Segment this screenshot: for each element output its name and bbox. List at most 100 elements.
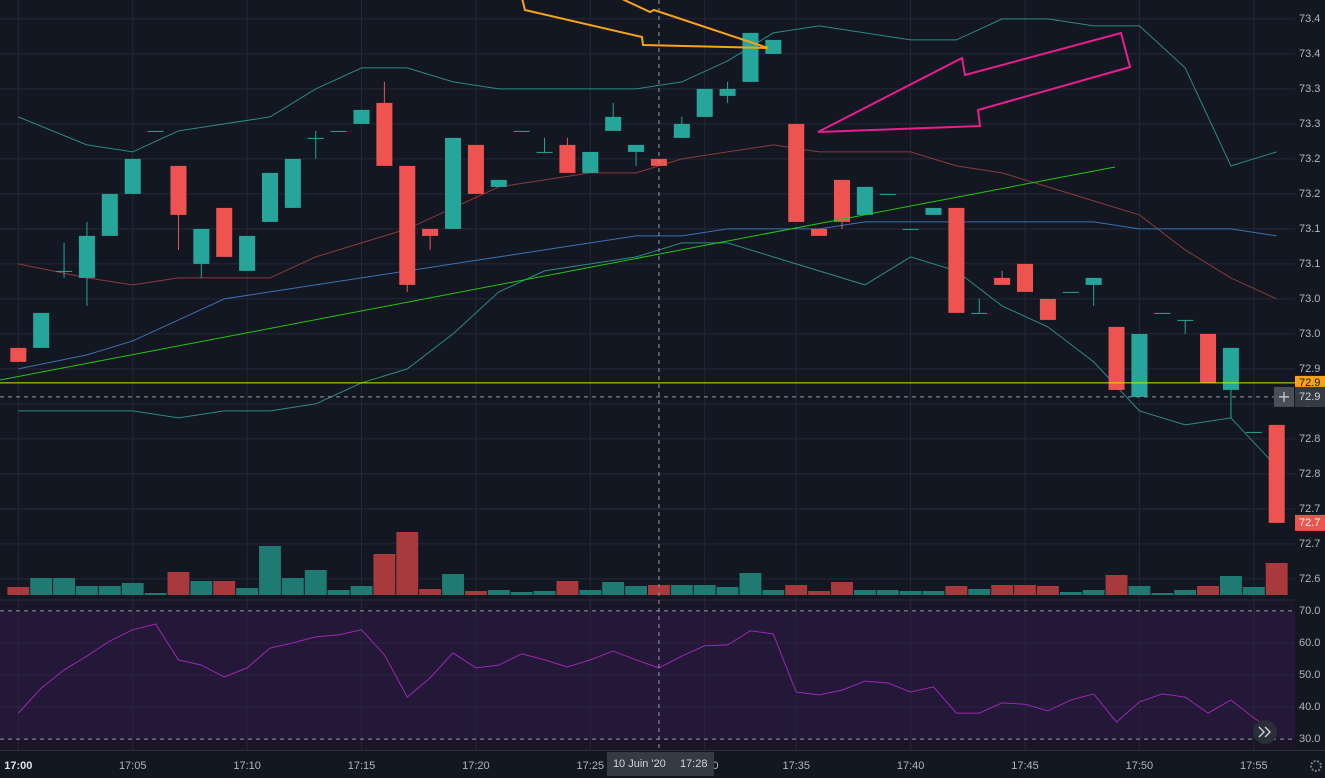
candle-body [10,347,27,362]
volume-bar [808,591,831,595]
volume-bar [30,578,53,595]
x-tick-label: 17:45 [1011,760,1039,772]
candle-body [1177,319,1194,321]
y-tick-label: 73.0 [1299,293,1320,305]
candle-body [1200,333,1217,383]
volume-bar [1242,587,1265,595]
y-tick-label: 72.6 [1299,573,1320,585]
rsi-tick-label: 50.0 [1299,669,1320,681]
candle-body [376,102,393,166]
volume-bar [144,593,167,595]
x-tick-label: 17:05 [119,760,147,772]
volume-bar [304,570,327,595]
candle-body [742,32,759,82]
volume-bar [556,581,579,595]
orange-arrow [521,0,769,49]
plot-area [7,18,1288,734]
candle-body [971,312,988,314]
volume-bar [259,546,281,595]
volume-bar [213,581,236,595]
candle-body [1039,298,1056,320]
last-price-box [1295,514,1325,531]
candle-body [719,88,736,96]
candle-body [879,193,896,195]
volume-bar [350,586,373,595]
candle-body [330,130,347,132]
candle-body [1245,431,1262,433]
y-tick-label: 73.2 [1299,188,1320,200]
scroll-button-icon [1258,726,1271,738]
alert-price-label: 72.9 [1299,377,1320,389]
candle-body [1108,326,1125,390]
candle-body [1085,277,1102,285]
candle-body [628,144,645,152]
y-tick-label: 73.3 [1299,118,1320,130]
volume-bar [831,582,853,595]
candle-body [536,151,553,153]
candle-body [605,116,622,131]
volume-bar [991,585,1014,595]
scroll-button-bg [1253,720,1277,744]
volume-bar [327,590,350,595]
candle-body [833,179,850,222]
alert-price-box [1295,375,1325,389]
candle-body [353,109,370,124]
volume-bar [899,591,922,595]
candle-body [56,270,73,272]
rsi-tick-label: 70.0 [1299,605,1320,617]
candle-body [811,228,828,236]
candle-body [124,158,141,194]
y-tick-label: 73.0 [1299,328,1320,340]
overlay-layer [0,0,1295,750]
add-button[interactable] [1274,386,1294,407]
candle-body [261,172,278,222]
volume-bar [76,586,98,595]
rsi-line [17,623,1277,734]
x-tick-label: 17:50 [1126,760,1154,772]
y-tick-label: 73.2 [1299,153,1320,165]
volume-bar [625,586,647,595]
rsi-tick-label: 60.0 [1299,637,1320,649]
pink-arrow [817,31,1132,133]
candle-body [193,228,210,264]
y-tick-label: 73.4 [1299,48,1320,60]
y-tick-label: 72.8 [1299,433,1320,445]
volume-bar [785,585,808,595]
crosshair-price-box [1295,386,1325,407]
volume-bar [1219,576,1242,595]
volume-bar [487,590,510,595]
volume-bar [373,554,396,595]
candle-body [147,130,164,132]
candle-body [696,88,713,117]
candle-body [1131,333,1148,397]
crosshair-time-box [606,752,714,776]
candle-body [216,207,233,257]
candle-body [856,186,873,215]
candle-body [948,207,965,313]
candle-body [490,179,507,187]
candle-body [673,123,690,138]
volume-bar [1197,586,1219,595]
volume-bar [281,578,304,595]
scroll-button[interactable] [1253,720,1277,744]
add-button-icon [1279,391,1289,402]
y-tick-label: 73.1 [1299,258,1320,270]
volume-bar [1151,593,1174,595]
settings-button[interactable] [1310,760,1322,772]
candle-body [284,158,301,208]
volume-bar [442,574,464,595]
volume-bar [579,590,602,595]
candle-body [582,151,599,173]
x-tick-label: 17:40 [897,760,925,772]
candle-body [399,165,416,285]
volume-bar [167,572,190,595]
candle-body [1222,347,1239,390]
candle-body [101,193,118,236]
volume-bar [670,585,693,595]
x-tick-label: 17:55 [1240,760,1268,772]
rsi-tick-label: 40.0 [1299,701,1320,713]
candle-body [307,137,324,139]
y-tick-label: 72.9 [1299,363,1320,375]
grid [0,0,1325,750]
